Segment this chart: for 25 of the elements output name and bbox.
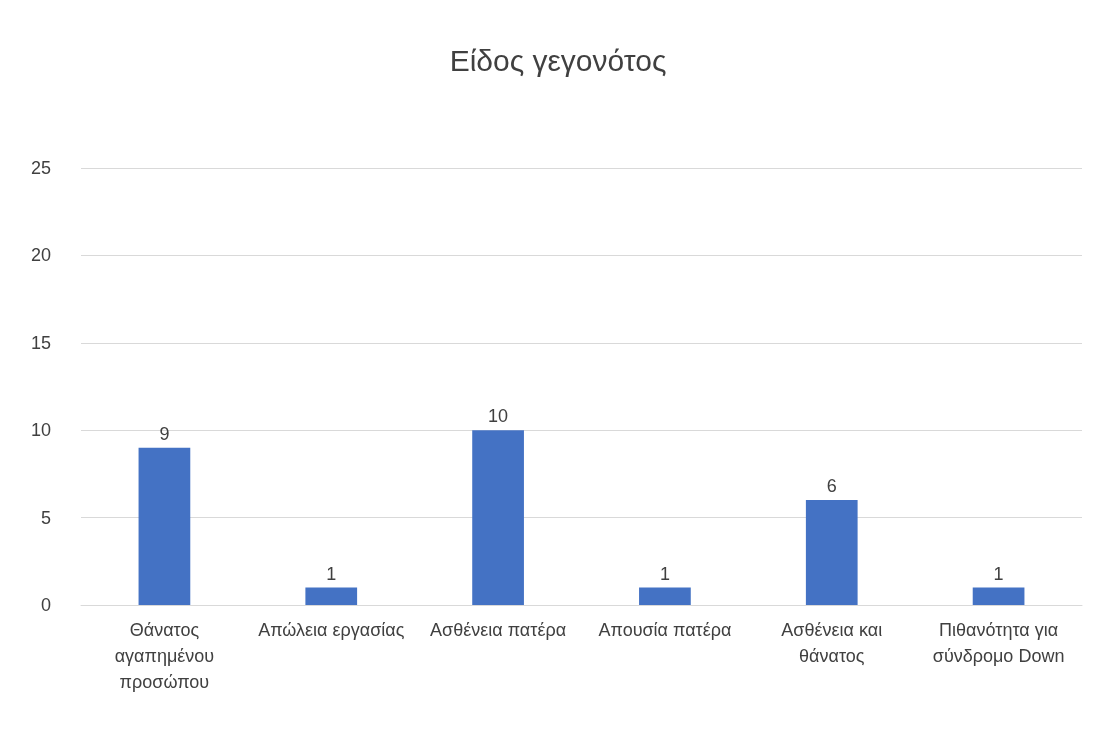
x-tick-label: Πιθανότητα για σύνδρομο Down [932, 620, 1065, 666]
bar [805, 500, 858, 605]
data-label: 1 [659, 563, 670, 584]
y-tick-label: 20 [30, 245, 51, 266]
y-tick-label: 0 [40, 595, 51, 615]
y-tick-label: 15 [30, 332, 51, 353]
data-label: 10 [488, 406, 509, 427]
x-tick-label: Ασθένεια και θάνατος [781, 620, 883, 666]
bar [138, 447, 191, 605]
y-tick-label: 25 [30, 158, 51, 178]
bar [472, 430, 524, 605]
chart-title: Είδος γεγονότος [449, 43, 667, 77]
bar [972, 587, 1025, 605]
y-tick-label: 5 [40, 507, 51, 528]
bar [639, 587, 691, 605]
x-tick-label: Απώλεια εργασίας [258, 620, 405, 640]
y-tick-label: 10 [30, 420, 51, 441]
x-tick-label: Θάνατος αγαπημένου προσώπου [114, 620, 215, 692]
x-tick-label: Ασθένεια πατέρα [430, 620, 567, 640]
data-label: 1 [326, 563, 337, 584]
data-label: 9 [159, 423, 170, 444]
bar [305, 587, 358, 605]
data-label: 6 [826, 476, 837, 497]
x-tick-label: Απουσία πατέρα [598, 620, 732, 640]
data-label: 1 [993, 563, 1004, 584]
